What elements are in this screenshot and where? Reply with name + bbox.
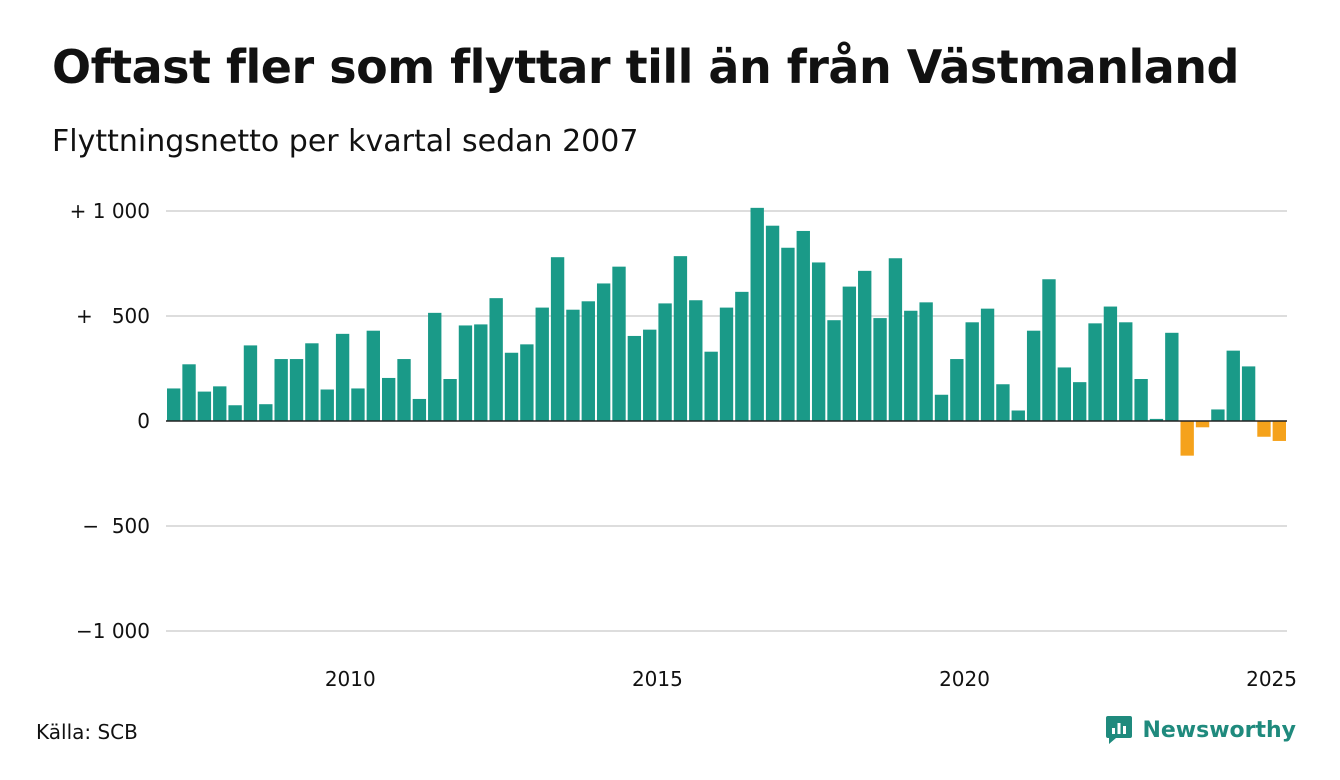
bar-2018K3 [873, 318, 887, 421]
bar-2009K1 [289, 359, 304, 421]
bar-2014K4 [643, 329, 657, 421]
bar-2013K2 [550, 257, 565, 421]
newsworthy-logo-icon [1106, 716, 1133, 744]
bar-2021K1 [1026, 330, 1041, 421]
bar-2023K4 [1195, 421, 1210, 428]
bar-2023K1 [1149, 418, 1164, 421]
bar-2019K3 [934, 394, 949, 421]
bar-2025K1 [1272, 421, 1286, 441]
bar-2015K2 [673, 256, 688, 421]
x-tick-label: 2010 [325, 667, 376, 691]
bar-2017K4 [827, 320, 841, 421]
bar-2021K3 [1057, 367, 1072, 421]
bar-2015K3 [689, 300, 703, 421]
bar-2012K4 [520, 344, 534, 421]
bar-2022K4 [1134, 379, 1148, 421]
bar-2008K3 [259, 404, 273, 421]
bar-2022K3 [1119, 322, 1133, 421]
bar-2012K2 [489, 298, 503, 421]
bar-2010K3 [381, 377, 396, 421]
bar-2020K3 [996, 384, 1010, 421]
bar-2018K2 [858, 270, 872, 421]
bar-2023K3 [1180, 421, 1194, 456]
y-axis-tick-labels: + 1 000 + 500 0 − 500 −1 000 [70, 199, 150, 643]
bar-2020K1 [965, 322, 979, 421]
bar-2010K4 [397, 359, 411, 421]
bar-2016K2 [735, 291, 749, 421]
grid-lines [166, 210, 1287, 632]
bar-2020K4 [1011, 410, 1025, 421]
bar-2024K3 [1241, 366, 1256, 421]
bar-2020K2 [980, 308, 995, 421]
bar-2017K3 [811, 262, 826, 421]
bar-2019K2 [919, 302, 933, 421]
bar-2018K1 [842, 286, 857, 421]
bar-2012K3 [504, 352, 519, 421]
bar-2016K3 [750, 207, 764, 421]
bar-2012K1 [474, 324, 488, 421]
bar-2022K1 [1088, 323, 1102, 421]
bar-2011K2 [428, 312, 442, 421]
bar-2011K1 [412, 398, 427, 421]
x-axis-tick-labels: 2010 2015 2020 2025 [325, 667, 1297, 691]
y-tick-label: + 500 [76, 304, 150, 328]
bar-2024K2 [1226, 350, 1240, 421]
bar-2019K4 [950, 359, 964, 421]
chart-title: Oftast fler som flyttar till än från Väs… [52, 40, 1239, 94]
bar-2007K2 [182, 364, 196, 421]
source-note: Källa: SCB [36, 720, 138, 744]
y-tick-label: −1 000 [76, 619, 150, 643]
bar-2010K2 [366, 330, 380, 421]
bar-2013K3 [566, 309, 580, 421]
chart-subtitle: Flyttningsnetto per kvartal sedan 2007 [52, 124, 639, 159]
brand-logo: Newsworthy [1104, 714, 1296, 746]
bar-2013K4 [581, 301, 595, 421]
bar-2018K4 [888, 258, 903, 421]
bar-2021K4 [1073, 382, 1087, 421]
bar-2009K3 [320, 389, 334, 421]
bar-2007K3 [197, 391, 212, 421]
bar-2024K1 [1211, 409, 1225, 421]
bar-2011K3 [443, 379, 457, 421]
bar-2009K4 [335, 333, 350, 421]
bar-2019K1 [904, 310, 918, 421]
bar-2015K4 [704, 351, 718, 421]
x-tick-label: 2025 [1246, 667, 1297, 691]
bar-2017K2 [796, 230, 810, 421]
bar-2008K1 [228, 405, 242, 421]
bar-2014K3 [627, 335, 642, 421]
bar-2022K2 [1103, 306, 1118, 421]
bar-2016K1 [719, 307, 734, 421]
bar-2014K1 [596, 283, 611, 421]
bar-2008K2 [243, 345, 258, 421]
bar-2017K1 [781, 247, 795, 421]
x-tick-label: 2020 [939, 667, 990, 691]
bar-2015K1 [658, 303, 672, 421]
y-tick-label: 0 [137, 409, 150, 433]
bar-2013K1 [535, 307, 549, 421]
bar-2016K4 [765, 225, 780, 421]
brand-name: Newsworthy [1142, 717, 1296, 743]
bar-2024K4 [1257, 421, 1271, 437]
y-tick-label: − 500 [82, 514, 150, 538]
bar-2014K2 [612, 266, 626, 421]
bar-2023K2 [1165, 332, 1179, 421]
x-tick-label: 2015 [632, 667, 683, 691]
bar-2009K2 [305, 343, 319, 421]
bar-2007K4 [213, 386, 227, 421]
bar-2021K2 [1042, 279, 1056, 421]
bar-2010K1 [351, 388, 365, 421]
bar-2011K4 [458, 325, 473, 421]
y-tick-label: + 1 000 [70, 199, 150, 223]
bar-2007K1 [167, 388, 181, 421]
bars [167, 207, 1286, 456]
bar-2008K4 [274, 359, 288, 421]
